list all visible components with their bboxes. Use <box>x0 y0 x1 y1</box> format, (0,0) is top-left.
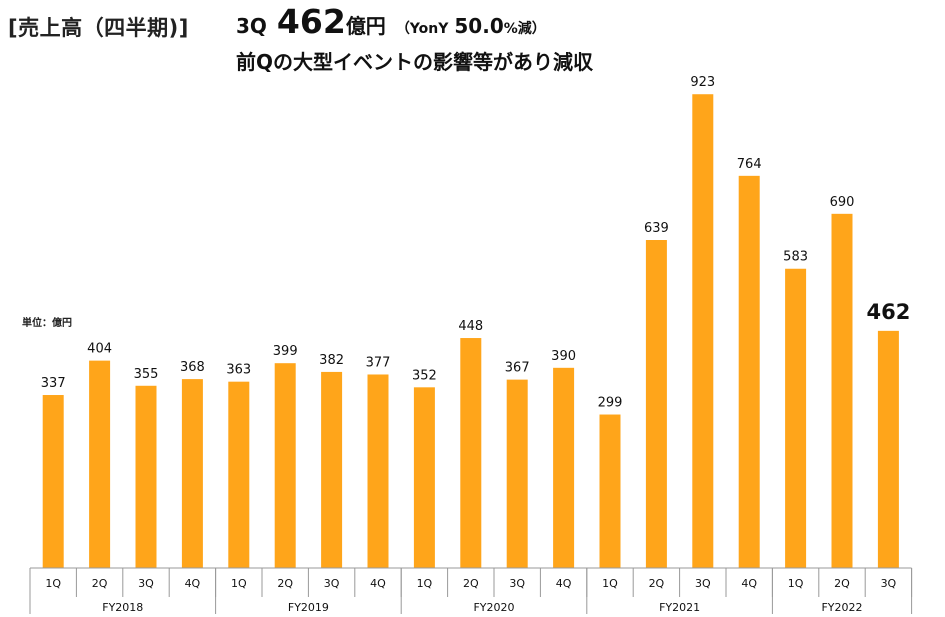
data-label: 368 <box>180 360 205 375</box>
data-label: 923 <box>690 75 715 90</box>
data-label: 337 <box>41 376 66 391</box>
data-label: 382 <box>319 353 344 368</box>
data-label: 299 <box>598 396 623 411</box>
quarter-tick-label: 3Q <box>695 577 711 590</box>
quarter-tick-label: 2Q <box>649 577 665 590</box>
bar <box>135 385 157 568</box>
data-label: 404 <box>87 342 112 357</box>
quarter-tick-label: 1Q <box>788 577 804 590</box>
quarter-tick-label: 4Q <box>185 577 201 590</box>
bar <box>228 381 250 568</box>
data-label: 352 <box>412 368 437 383</box>
bar <box>692 94 714 569</box>
quarter-tick-label: 3Q <box>509 577 525 590</box>
headline-value: 462 <box>276 2 346 41</box>
quarter-tick-label: 1Q <box>417 577 433 590</box>
quarter-tick-label: 2Q <box>834 577 850 590</box>
data-label: 764 <box>737 157 762 172</box>
quarter-tick-label: 4Q <box>370 577 386 590</box>
unit-label: 単位：億円 <box>22 318 72 329</box>
bar <box>274 363 296 568</box>
fiscal-year-label: FY2022 <box>821 601 862 614</box>
quarter-tick-label: 2Q <box>277 577 293 590</box>
quarter-tick-label: 1Q <box>602 577 618 590</box>
bar <box>181 379 203 568</box>
bar <box>599 414 621 568</box>
quarter-tick-label: 2Q <box>463 577 479 590</box>
bar <box>506 379 528 568</box>
data-label: 690 <box>830 195 855 210</box>
bar <box>645 240 667 569</box>
quarter-tick-label: 3Q <box>881 577 897 590</box>
headline-main: 3Q 462 億円 （YonY 50.0 %減） <box>236 2 593 44</box>
headline: 3Q 462 億円 （YonY 50.0 %減） 前Qの大型イベントの影響等があ… <box>236 2 593 75</box>
fiscal-year-label: FY2018 <box>102 601 143 614</box>
quarter-tick-label: 4Q <box>556 577 572 590</box>
quarter-tick-label: 1Q <box>45 577 61 590</box>
data-label: 390 <box>551 349 576 364</box>
bar <box>367 374 389 568</box>
data-label: 462 <box>866 300 910 324</box>
bar <box>785 268 807 568</box>
headline-yoy-label: （YonY <box>395 21 449 37</box>
data-label: 583 <box>783 250 808 265</box>
headline-quarter: 3Q <box>236 14 267 38</box>
quarter-tick-label: 2Q <box>92 577 108 590</box>
headline-yoy-suffix: %減） <box>503 21 546 37</box>
bar <box>831 213 853 568</box>
fiscal-year-label: FY2021 <box>659 601 700 614</box>
data-label: 399 <box>273 344 298 359</box>
headline-subtitle: 前Qの大型イベントの影響等があり減収 <box>236 50 594 74</box>
bar <box>413 387 435 568</box>
quarter-tick-label: 1Q <box>231 577 247 590</box>
bar <box>89 360 111 568</box>
data-label: 448 <box>458 319 483 334</box>
data-label: 639 <box>644 221 669 236</box>
fiscal-year-label: FY2019 <box>288 601 329 614</box>
quarter-tick-label: 3Q <box>324 577 340 590</box>
data-label: 377 <box>366 355 391 370</box>
fiscal-year-label: FY2020 <box>473 601 514 614</box>
headline-yoy-value: 50.0 <box>454 14 504 38</box>
bar <box>321 371 343 568</box>
data-label: 355 <box>134 367 159 382</box>
bar <box>42 395 64 568</box>
data-label: 363 <box>226 363 251 378</box>
headline-unit: 億円 <box>345 14 386 38</box>
bar <box>738 175 760 568</box>
bar <box>553 367 575 568</box>
bar <box>877 330 899 568</box>
quarter-tick-label: 4Q <box>741 577 757 590</box>
bar <box>460 338 482 568</box>
data-label: 367 <box>505 361 530 376</box>
quarter-tick-label: 3Q <box>138 577 154 590</box>
section-title: [売上高（四半期)] <box>8 16 189 40</box>
